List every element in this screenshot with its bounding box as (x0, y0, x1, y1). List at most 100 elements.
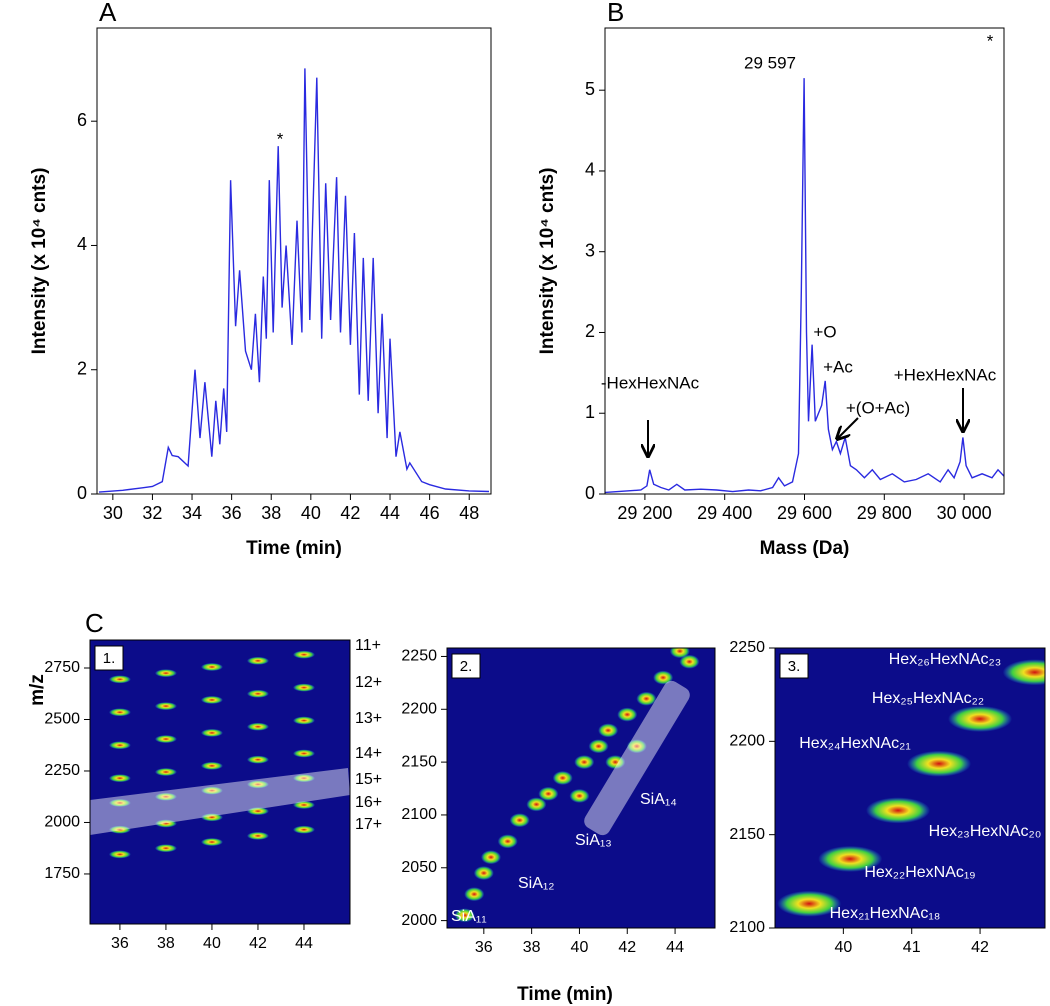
annotation: +(O+Ac) (846, 398, 910, 417)
panel-label: A (99, 0, 117, 27)
y-tick-label: 1 (585, 402, 595, 422)
heat-spot (538, 786, 559, 801)
heat-spot (154, 702, 177, 711)
x-tick-label: 42 (618, 939, 636, 956)
heat-spot (154, 768, 177, 777)
heat-spot (200, 728, 223, 737)
heat-spot (246, 831, 269, 840)
y-tick-label: 1750 (44, 865, 80, 882)
heat-spot (246, 780, 269, 789)
heat-spot (552, 770, 573, 785)
heat-spot (866, 797, 931, 824)
y-tick-label: 2100 (729, 919, 765, 936)
heat-spot (200, 813, 223, 822)
heat-spot (636, 691, 657, 706)
x-tick-label: 42 (971, 939, 989, 956)
heat-spot (574, 755, 595, 770)
heat-spot (480, 850, 501, 865)
y-tick-label: 2250 (729, 639, 765, 656)
heat-spot (200, 786, 223, 795)
y-tick-label: 2100 (401, 806, 437, 823)
annotation: Hex₂₄HexNAc₂₁ (799, 735, 910, 752)
heat-spot (292, 716, 315, 725)
annotation: 12+ (355, 674, 382, 691)
x-tick-label: 38 (261, 503, 281, 523)
x-axis-title: Time (min) (246, 538, 342, 559)
y-tick-label: 2 (77, 358, 87, 378)
x-tick-label: 30 000 (937, 503, 992, 523)
y-tick-label: 2000 (401, 912, 437, 929)
heat-spot (108, 825, 131, 834)
heat-spot (605, 755, 626, 770)
heat-spot (679, 654, 700, 669)
heat-spot (200, 662, 223, 671)
annotation: Hex₂₃HexNAc₂₀ (929, 823, 1042, 840)
heat-spot (200, 695, 223, 704)
annotation: SiA₁₂ (518, 875, 555, 892)
heat-spot (154, 844, 177, 853)
plot-background (775, 648, 1045, 928)
panel-label-box (94, 645, 124, 671)
y-tick-label: 2050 (401, 859, 437, 876)
x-tick-label: 42 (340, 503, 360, 523)
heat-spot (108, 774, 131, 783)
annotation: +HexHexNAc (894, 365, 997, 384)
panel-label: 3. (788, 658, 801, 675)
heat-spot (154, 819, 177, 828)
y-axis-title: m/z (27, 674, 48, 706)
annotation: SiA₁₃ (575, 832, 612, 849)
arrow (838, 417, 859, 438)
x-tick-label: 38 (157, 935, 175, 952)
plot-frame (96, 27, 492, 495)
annotation: 11+ (355, 637, 381, 654)
heat-spot (473, 866, 494, 881)
annotation: SiA₁₄ (640, 791, 677, 808)
y-axis-title: Intensity (x 10⁴ cnts) (29, 168, 50, 355)
annotation: * (277, 129, 284, 148)
x-tick-label: 29 400 (697, 503, 752, 523)
plot-background (447, 648, 715, 928)
x-tick-label: 44 (666, 939, 684, 956)
x-tick-label: 36 (222, 503, 242, 523)
x-tick-label: 32 (142, 503, 162, 523)
y-axis-title: Intensity (x 10⁴ cnts) (537, 168, 558, 355)
panel-label-box (779, 653, 809, 679)
heat-spot (907, 750, 972, 777)
y-tick-label: 2200 (729, 733, 765, 750)
x-tick-label: 44 (380, 503, 400, 523)
heat-spot (200, 761, 223, 770)
heat-spot (292, 683, 315, 692)
x-axis-title: Mass (Da) (760, 538, 850, 559)
y-tick-label: 0 (585, 483, 595, 503)
heat-spot (777, 890, 842, 917)
heat-spot (497, 834, 518, 849)
panel-label: C (85, 608, 104, 638)
heat-spot (246, 807, 269, 816)
x-tick-label: 40 (203, 935, 221, 952)
heat-spot (246, 722, 269, 731)
heat-spot (246, 755, 269, 764)
y-tick-label: 2500 (44, 711, 80, 728)
y-tick-label: 2750 (44, 659, 80, 676)
x-tick-label: 44 (295, 935, 313, 952)
panel-label: 2. (460, 658, 473, 675)
annotation: 13+ (355, 710, 382, 727)
y-tick-label: 2 (585, 321, 595, 341)
x-axis-title: Time (min) (517, 984, 613, 1005)
heat-spot (292, 749, 315, 758)
heat-spot (108, 798, 131, 807)
highlight-band (90, 768, 350, 835)
x-tick-label: 36 (111, 935, 129, 952)
heat-spot (598, 723, 619, 738)
heat-spot (1002, 659, 1045, 686)
heat-spot (154, 669, 177, 678)
x-tick-label: 48 (459, 503, 479, 523)
data-line (98, 68, 490, 493)
y-tick-label: 4 (77, 234, 87, 254)
x-tick-label: 30 (103, 503, 123, 523)
plot-frame (89, 639, 351, 925)
y-tick-label: 2250 (44, 762, 80, 779)
x-tick-label: 36 (475, 939, 493, 956)
x-tick-label: 46 (420, 503, 440, 523)
